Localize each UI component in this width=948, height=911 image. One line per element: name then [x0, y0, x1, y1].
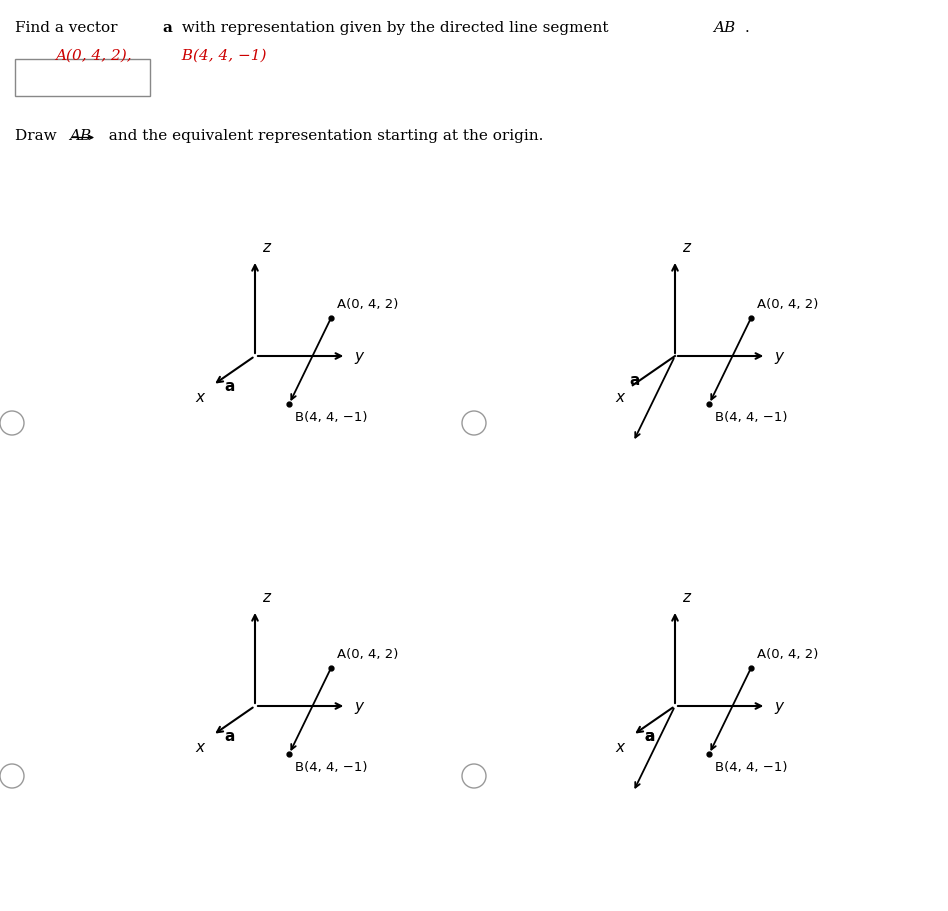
Text: y: y [355, 699, 363, 713]
Text: A(0, 4, 2): A(0, 4, 2) [757, 648, 818, 661]
Text: .: . [745, 21, 750, 35]
Text: z: z [682, 240, 690, 255]
Text: y: y [355, 349, 363, 363]
Circle shape [0, 411, 24, 435]
Text: A(0, 4, 2): A(0, 4, 2) [337, 648, 398, 661]
Text: a: a [645, 729, 655, 743]
Text: with representation given by the directed line segment: with representation given by the directe… [177, 21, 618, 35]
Text: AB: AB [69, 129, 91, 143]
Text: and the equivalent representation starting at the origin.: and the equivalent representation starti… [99, 129, 543, 143]
Text: x: x [616, 740, 625, 755]
FancyBboxPatch shape [15, 59, 150, 96]
Text: z: z [262, 240, 270, 255]
Text: x: x [195, 740, 205, 755]
Text: A(0, 4, 2): A(0, 4, 2) [757, 298, 818, 311]
Text: Draw: Draw [15, 129, 62, 143]
Text: a: a [162, 21, 172, 35]
Text: a: a [225, 729, 235, 743]
Text: z: z [262, 590, 270, 605]
Text: A(0, 4, 2): A(0, 4, 2) [337, 298, 398, 311]
Circle shape [462, 764, 486, 788]
Text: a: a [225, 379, 235, 394]
Text: a: a [629, 374, 640, 388]
Text: a: a [645, 729, 655, 743]
Text: x: x [195, 390, 205, 405]
Text: y: y [775, 349, 783, 363]
Circle shape [0, 764, 24, 788]
Text: z: z [682, 590, 690, 605]
Text: B(4, 4, −1): B(4, 4, −1) [715, 761, 788, 773]
Text: B(4, 4, −1): B(4, 4, −1) [715, 411, 788, 424]
Text: y: y [775, 699, 783, 713]
Text: A(0, 4, 2),: A(0, 4, 2), [55, 49, 132, 63]
Text: x: x [616, 390, 625, 405]
Text: AB: AB [713, 21, 736, 35]
Text: Find a vector: Find a vector [15, 21, 122, 35]
Text: B(4, 4, −1): B(4, 4, −1) [172, 49, 266, 63]
Text: B(4, 4, −1): B(4, 4, −1) [295, 761, 368, 773]
Text: B(4, 4, −1): B(4, 4, −1) [295, 411, 368, 424]
Circle shape [462, 411, 486, 435]
